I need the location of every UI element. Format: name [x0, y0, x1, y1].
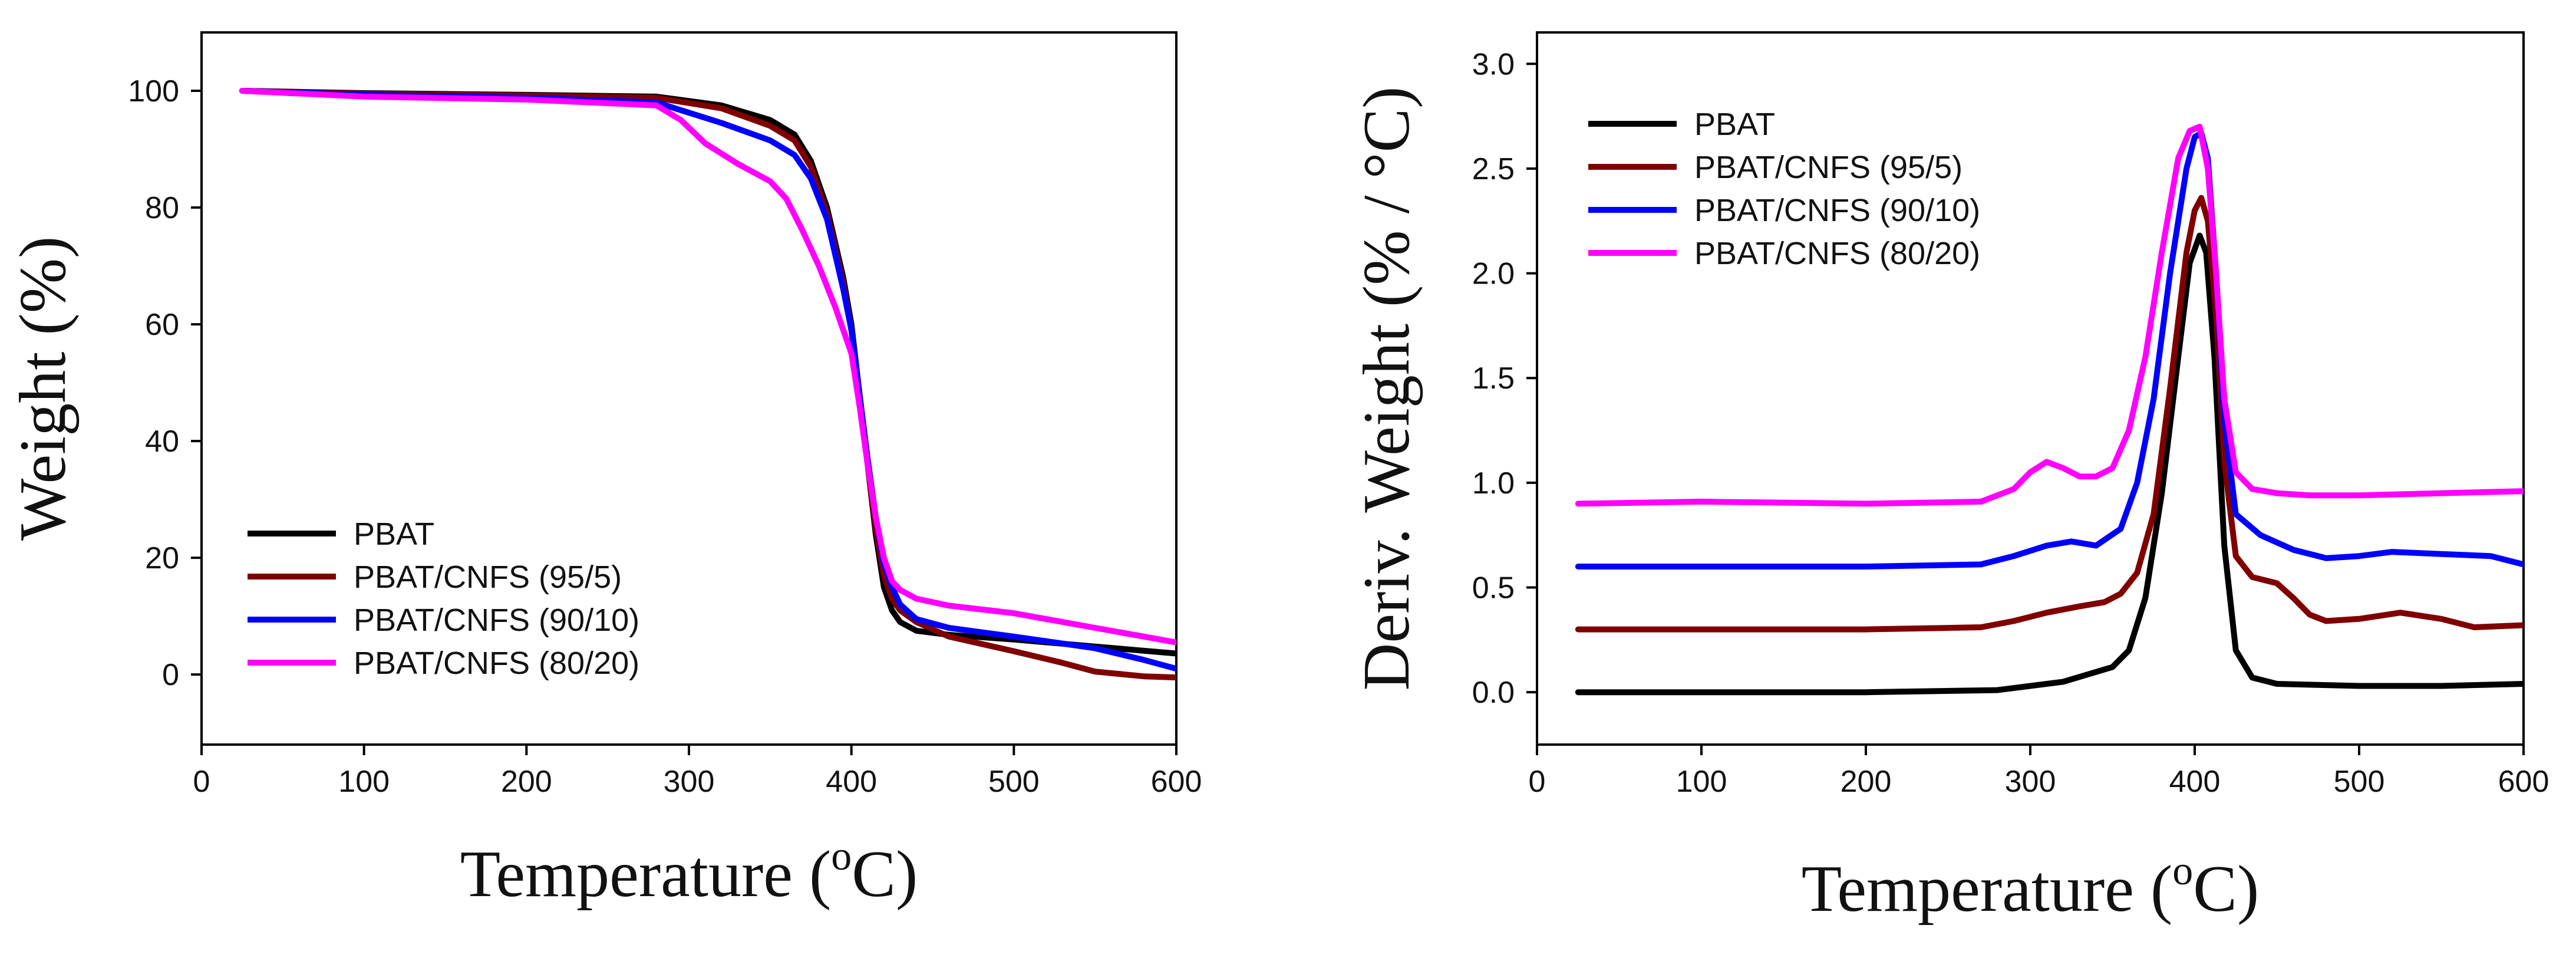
- y-axis-label: Weight (%): [6, 236, 80, 541]
- legend-label: PBAT/CNFS (90/10): [354, 603, 639, 638]
- legend-label: PBAT/CNFS (90/10): [1694, 193, 1980, 228]
- legend-label: PBAT/CNFS (95/5): [354, 559, 622, 595]
- y-tick-label: 0: [162, 658, 179, 692]
- legend-label: PBAT: [354, 516, 434, 552]
- x-tick-label: 300: [664, 765, 715, 799]
- x-tick-label: 500: [988, 765, 1040, 799]
- y-tick-label: 60: [145, 308, 179, 342]
- series-line-0: [1575, 232, 2524, 696]
- plot-frame: [1536, 31, 2525, 746]
- y-tick-label: 1.0: [1472, 466, 1515, 501]
- legend-label: PBAT: [1694, 107, 1775, 142]
- series-line-3: [1575, 123, 2524, 507]
- x-tick-label: 400: [2169, 765, 2221, 799]
- y-tick-label: 1.5: [1472, 361, 1515, 396]
- y-tick-label: 0.5: [1472, 571, 1515, 605]
- series-line-3: [239, 88, 1176, 646]
- tga-weight-chart: 0 100 200 300 400 500 600 0 20 40 60 80 100 Temperatu…: [6, 31, 1202, 911]
- y-tick-label: 40: [145, 424, 179, 459]
- y-tick-label: 20: [145, 541, 179, 575]
- y-tick-label: 100: [128, 74, 179, 108]
- x-tick-label: 600: [2498, 765, 2549, 799]
- series-line-1: [1575, 195, 2524, 633]
- x-tick-label: 100: [338, 765, 390, 799]
- x-tick-label: 200: [1841, 765, 1892, 799]
- series-group: [1575, 123, 2524, 696]
- legend-label: PBAT/CNFS (80/20): [1694, 236, 1980, 271]
- x-tick-label: 400: [826, 765, 877, 799]
- y-axis-label: Deriv. Weight (% / °C): [1350, 87, 1423, 691]
- x-tick-label: 600: [1151, 765, 1202, 799]
- x-tick-label: 200: [501, 765, 552, 799]
- x-axis-label: Temperature (oC): [1802, 848, 2260, 926]
- series-line-2: [1575, 130, 2524, 569]
- x-tick-label: 0: [193, 765, 210, 799]
- y-tick-label: 3.0: [1472, 47, 1515, 81]
- dtg-derivative-chart: 0 100 200 300 400 500 600 0.0 0.5 1.0 1.5 2.0 2.5 3.0…: [1350, 31, 2549, 926]
- series-group: [239, 88, 1176, 681]
- legend-label: PBAT/CNFS (95/5): [1694, 150, 1962, 185]
- y-tick-label: 2.0: [1472, 257, 1515, 291]
- x-tick-label: 300: [2005, 765, 2056, 799]
- y-tick-label: 80: [145, 191, 179, 225]
- y-tick-label: 2.5: [1472, 152, 1515, 186]
- legend-label: PBAT/CNFS (80/20): [354, 646, 639, 681]
- x-tick-label: 0: [1529, 765, 1546, 799]
- x-tick-label: 500: [2334, 765, 2385, 799]
- x-tick-label: 100: [1676, 765, 1727, 799]
- x-axis-label: Temperature (oC): [460, 834, 918, 911]
- y-tick-label: 0.0: [1472, 676, 1515, 710]
